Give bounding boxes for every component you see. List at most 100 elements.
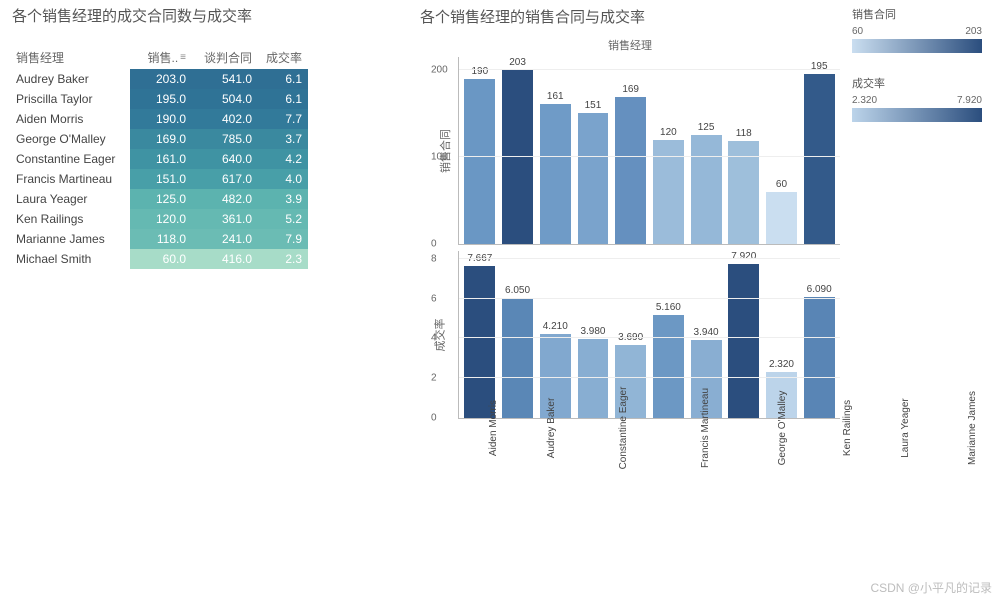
- bar[interactable]: [691, 135, 722, 244]
- bar-column[interactable]: 169: [612, 57, 650, 244]
- legend-sales-range: 60 203: [852, 26, 982, 37]
- bar[interactable]: [464, 266, 495, 418]
- y-tick: 6: [431, 293, 437, 304]
- bar[interactable]: [728, 264, 759, 418]
- legends-panel: 销售合同 60 203 成交率 2.320 7.920: [852, 6, 992, 144]
- y-tick: 2: [431, 373, 437, 384]
- bar-value-label: 190: [472, 66, 489, 77]
- bar-column[interactable]: 118: [725, 57, 763, 244]
- bar[interactable]: [578, 113, 609, 244]
- x-tick-label: Ken Railings: [814, 423, 870, 441]
- table-row[interactable]: Priscilla Taylor195.0504.06.1: [12, 89, 317, 109]
- bar-column[interactable]: 3.980: [574, 251, 612, 418]
- legend-rate-range: 2.320 7.920: [852, 95, 982, 106]
- cell-manager: Ken Railings: [12, 209, 130, 229]
- legend-rate-gradient[interactable]: [852, 108, 982, 122]
- bar-value-label: 118: [736, 128, 752, 139]
- x-tick-label: Aiden Morris: [460, 423, 516, 441]
- right-panel: 各个销售经理的销售合同与成交率 销售经理 销售合同 19020316115116…: [420, 6, 840, 557]
- bar-value-label: 195: [811, 61, 828, 72]
- bar-value-label: 6.090: [807, 284, 832, 295]
- bar-value-label: 161: [547, 91, 564, 102]
- y-tick: 4: [431, 333, 437, 344]
- x-axis-labels: Aiden MorrisAudrey BakerConstantine Eage…: [458, 423, 840, 441]
- table-row[interactable]: Laura Yeager125.0482.03.9: [12, 189, 317, 209]
- sales-bar-chart[interactable]: 销售合同 19020316115116912012511860195 01002…: [458, 57, 840, 245]
- cell-neg: 504.0: [186, 89, 252, 109]
- cell-rate: 2.3: [252, 249, 308, 269]
- legend-sales-gradient[interactable]: [852, 39, 982, 53]
- col-header-manager[interactable]: 销售经理: [12, 49, 130, 66]
- table-header-row: 销售经理 销售..≡ 谈判合同 成交率: [12, 47, 317, 69]
- y-tick: 0: [431, 413, 437, 424]
- y-tick: 200: [431, 65, 448, 76]
- bar-column[interactable]: 151: [574, 57, 612, 244]
- bar-column[interactable]: 195: [800, 57, 838, 244]
- cell-rate: 5.2: [252, 209, 308, 229]
- col-header-neg[interactable]: 谈判合同: [186, 49, 252, 66]
- bar-column[interactable]: 190: [461, 57, 499, 244]
- cell-manager: Audrey Baker: [12, 69, 130, 89]
- bar[interactable]: [615, 97, 646, 244]
- right-title: 各个销售经理的销售合同与成交率: [420, 6, 840, 27]
- bar[interactable]: [578, 339, 609, 418]
- table-row[interactable]: Audrey Baker203.0541.06.1: [12, 69, 317, 89]
- cell-sales: 203.0: [130, 69, 186, 89]
- bar[interactable]: [540, 104, 571, 244]
- bar[interactable]: [502, 298, 533, 418]
- ylabel-sales: 销售合同: [437, 129, 453, 173]
- bar-column[interactable]: 7.667: [461, 251, 499, 418]
- cell-neg: 541.0: [186, 69, 252, 89]
- bar-column[interactable]: 6.050: [499, 251, 537, 418]
- col-header-sales[interactable]: 销售..≡: [130, 49, 186, 66]
- cell-manager: Laura Yeager: [12, 189, 130, 209]
- col-header-rate[interactable]: 成交率: [252, 49, 308, 66]
- cell-sales: 161.0: [130, 149, 186, 169]
- bar-column[interactable]: 4.210: [536, 251, 574, 418]
- cell-sales: 169.0: [130, 129, 186, 149]
- table-row[interactable]: Ken Railings120.0361.05.2: [12, 209, 317, 229]
- table-row[interactable]: George O'Malley169.0785.03.7: [12, 129, 317, 149]
- bar-column[interactable]: 203: [499, 57, 537, 244]
- table-row[interactable]: Michael Smith60.0416.02.3: [12, 249, 317, 269]
- legend-sales: 销售合同 60 203: [852, 6, 992, 53]
- bar-column[interactable]: 60: [763, 57, 801, 244]
- cell-rate: 7.9: [252, 229, 308, 249]
- left-title: 各个销售经理的成交合同数与成交率: [12, 6, 302, 29]
- table-row[interactable]: Constantine Eager161.0640.04.2: [12, 149, 317, 169]
- cell-rate: 3.7: [252, 129, 308, 149]
- bar-value-label: 6.050: [505, 285, 530, 296]
- bar[interactable]: [804, 297, 835, 418]
- bar[interactable]: [804, 74, 835, 244]
- table-body: Audrey Baker203.0541.06.1Priscilla Taylo…: [12, 69, 317, 269]
- cell-manager: George O'Malley: [12, 129, 130, 149]
- bar[interactable]: [766, 192, 797, 244]
- bar-column[interactable]: 161: [536, 57, 574, 244]
- bar[interactable]: [653, 315, 684, 418]
- bar-column[interactable]: 125: [687, 57, 725, 244]
- cell-neg: 241.0: [186, 229, 252, 249]
- x-tick-label: Francis Martineau: [660, 423, 740, 441]
- legend-sales-title: 销售合同: [852, 6, 992, 22]
- cell-neg: 617.0: [186, 169, 252, 189]
- bar-column[interactable]: 6.090: [800, 251, 838, 418]
- bar-column[interactable]: 7.920: [725, 251, 763, 418]
- bar-value-label: 7.920: [731, 251, 756, 262]
- cell-neg: 482.0: [186, 189, 252, 209]
- bar-column[interactable]: 5.160: [650, 251, 688, 418]
- bar-value-label: 3.940: [694, 327, 719, 338]
- bar-column[interactable]: 120: [650, 57, 688, 244]
- cell-manager: Aiden Morris: [12, 109, 130, 129]
- cell-manager: Priscilla Taylor: [12, 89, 130, 109]
- cell-neg: 416.0: [186, 249, 252, 269]
- x-tick-label: Audrey Baker: [516, 423, 577, 441]
- bar[interactable]: [464, 79, 495, 244]
- table-row[interactable]: Francis Martineau151.0617.04.0: [12, 169, 317, 189]
- bar-value-label: 4.210: [543, 321, 568, 332]
- y-tick: 100: [431, 152, 448, 163]
- legend-rate-title: 成交率: [852, 75, 992, 91]
- x-tick-label: Laura Yeager: [870, 423, 930, 441]
- table-row[interactable]: Aiden Morris190.0402.07.7: [12, 109, 317, 129]
- table-row[interactable]: Marianne James118.0241.07.9: [12, 229, 317, 249]
- cell-rate: 4.2: [252, 149, 308, 169]
